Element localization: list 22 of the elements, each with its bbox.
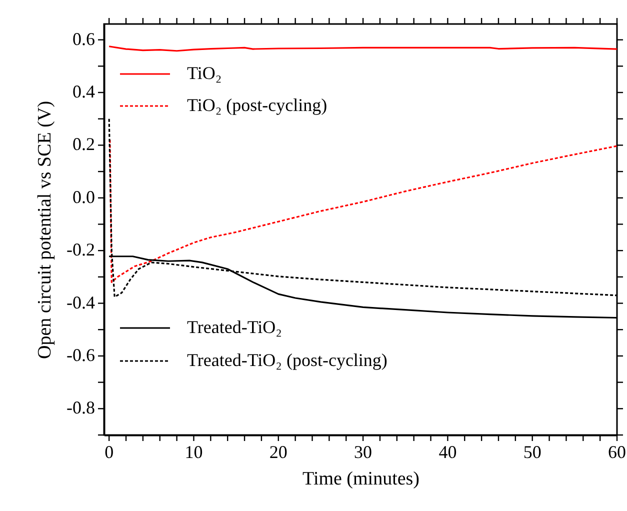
y-tick-label: 0.4 [72, 82, 95, 102]
x-tick-label: 60 [608, 442, 626, 462]
x-axis-title: Time (minutes) [302, 468, 420, 490]
line-series [109, 139, 617, 283]
y-tick-label: 0.2 [72, 134, 95, 154]
y-axis-title: Open circuit potential vs SCE (V) [34, 100, 56, 360]
legend-label: TiO₂ (post-cycling) [187, 95, 328, 115]
x-tick-label: 10 [184, 442, 203, 462]
x-tick-label: 20 [269, 442, 288, 462]
legend-label: Treated-TiO₂ [187, 317, 282, 337]
y-tick-label: -0.4 [66, 292, 95, 312]
x-tick-label: 40 [438, 442, 457, 462]
y-tick-label: 0.6 [72, 28, 95, 49]
x-tick-label: 30 [354, 442, 372, 462]
y-tick-label: -0.8 [66, 398, 95, 418]
y-tick-label: 0.0 [72, 186, 95, 207]
x-tick-label: 50 [523, 442, 542, 462]
x-tick-label: 0 [104, 442, 114, 462]
y-tick-label: -0.6 [66, 344, 95, 365]
y-tick-label: -0.2 [66, 240, 95, 260]
legend-label: TiO₂ [187, 63, 222, 83]
legend-label: Treated-TiO₂ (post-cycling) [187, 350, 388, 370]
